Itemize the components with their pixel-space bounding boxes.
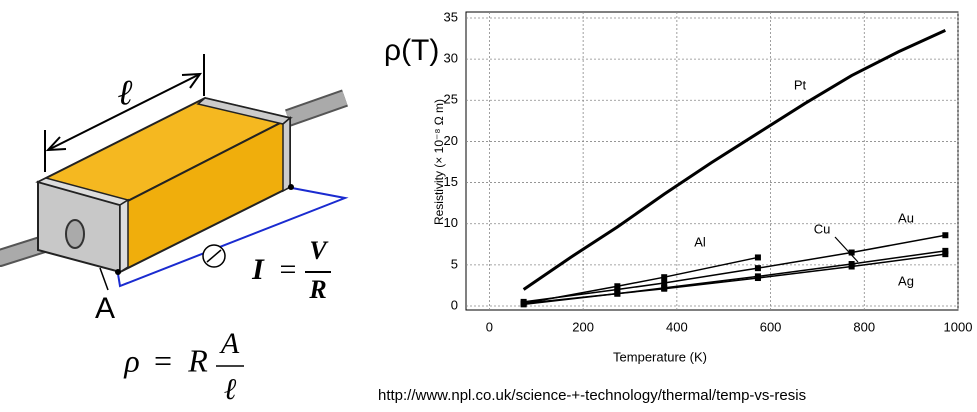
x-tick-label: 400 — [666, 319, 688, 334]
x-tick-label: 200 — [572, 319, 594, 334]
formula-lhs: I — [251, 253, 265, 286]
contact — [288, 184, 294, 190]
arrow-head — [181, 72, 203, 89]
data-point — [754, 275, 761, 282]
label-arrow — [834, 236, 859, 263]
rho-symbol: ρ — [123, 342, 139, 378]
length-label: ℓ — [118, 72, 133, 112]
y-tick-label: 15 — [444, 174, 458, 189]
area-label: A — [95, 292, 115, 325]
arrow-head — [45, 136, 67, 152]
y-tick-label: 20 — [444, 133, 458, 148]
data-point — [942, 247, 949, 254]
data-point — [661, 274, 668, 281]
source-url: http://www.npl.co.uk/science-+-technolog… — [378, 387, 806, 404]
y-tick-label: 30 — [444, 51, 458, 66]
dimension-line — [47, 73, 201, 151]
series-line — [523, 234, 946, 303]
y-tick-label: 5 — [451, 256, 458, 271]
data-point — [614, 283, 621, 290]
data-point — [942, 251, 949, 258]
y-axis-label: Resistivity (× 10⁻⁸ Ω m) — [432, 99, 446, 225]
series-label: Au — [898, 210, 914, 225]
series-line — [522, 28, 946, 291]
x-tick-label: 800 — [853, 319, 875, 334]
rho-num: A — [219, 327, 240, 360]
meter-needle — [206, 249, 222, 263]
formula-den: R — [308, 275, 326, 304]
series-label: Ag — [898, 273, 914, 288]
y-tick-label: 25 — [444, 92, 458, 107]
front-cap-side — [119, 198, 129, 274]
formula-num: V — [309, 236, 329, 265]
data-point — [661, 285, 668, 292]
chart-title: ρ(T) — [384, 34, 439, 67]
y-tick-label: 10 — [444, 215, 458, 230]
data-point — [942, 232, 949, 239]
data-point — [754, 254, 761, 261]
series-label: Cu — [814, 221, 831, 236]
series-line — [523, 256, 759, 305]
data-point — [754, 265, 761, 272]
x-axis-label: Temperature (K) — [613, 349, 707, 364]
end-cap-side — [282, 116, 291, 193]
data-point — [848, 263, 855, 270]
area-pointer — [99, 267, 109, 291]
series-label: Pt — [794, 77, 807, 92]
rho-factor: R — [187, 342, 208, 378]
data-point — [848, 249, 855, 256]
series-line — [523, 253, 946, 305]
meter-circuit — [117, 187, 349, 288]
y-tick-label: 35 — [444, 9, 458, 24]
data-point — [614, 286, 621, 293]
right-wire-fill — [285, 91, 348, 125]
series-label: Al — [694, 234, 706, 249]
data-point — [520, 300, 527, 307]
y-tick-label: 0 — [451, 297, 458, 312]
wire-end — [65, 219, 85, 249]
rho-den: ℓ — [224, 373, 237, 406]
x-tick-label: 600 — [760, 319, 782, 334]
resistor-diagram: ℓ A I = V R ρ = R A ℓ — [0, 54, 349, 406]
data-point — [614, 290, 621, 297]
contact — [115, 269, 121, 275]
formula-eq: = — [280, 253, 297, 286]
x-tick-label: 1000 — [944, 319, 973, 334]
data-point — [661, 279, 668, 286]
rho-eq: = — [154, 342, 172, 378]
x-tick-label: 0 — [486, 319, 493, 334]
